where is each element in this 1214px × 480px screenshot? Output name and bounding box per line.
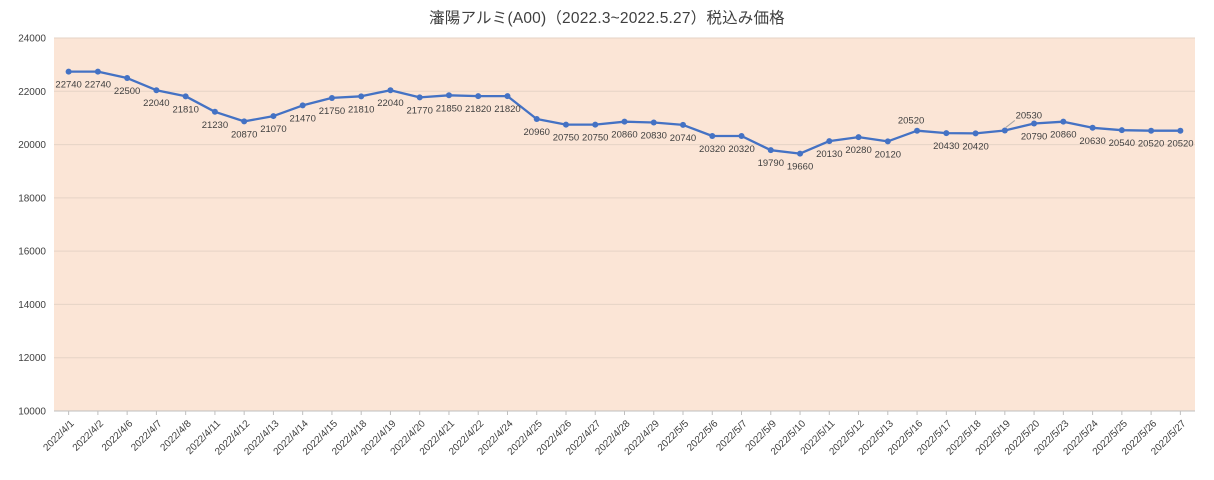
data-point-marker	[855, 134, 862, 141]
data-point-marker	[767, 147, 774, 154]
y-axis-tick-label: 16000	[18, 247, 46, 258]
data-point-marker	[182, 93, 189, 100]
data-label: 20430	[933, 141, 959, 152]
data-label-leader-line	[1005, 120, 1016, 128]
data-label: 20540	[1109, 138, 1135, 149]
data-label: 20530	[1016, 110, 1042, 121]
x-axis-tick-label: 2022/5/6	[685, 418, 721, 454]
data-label: 20830	[641, 130, 667, 141]
data-point-marker	[211, 108, 218, 115]
data-point-marker	[621, 118, 628, 125]
data-point-marker	[592, 121, 599, 128]
data-point-marker	[562, 121, 569, 128]
x-axis-tick-label: 2022/4/2	[71, 418, 107, 454]
data-label: 21810	[348, 104, 374, 115]
data-label: 20630	[1079, 136, 1105, 147]
data-label: 21820	[494, 104, 520, 115]
data-label: 21770	[406, 105, 432, 116]
data-point-marker	[533, 115, 540, 122]
data-label: 21750	[319, 106, 345, 117]
data-point-marker	[1089, 124, 1096, 131]
data-label: 20960	[524, 127, 550, 138]
data-point-marker	[241, 118, 248, 125]
y-axis-tick-label: 22000	[18, 87, 46, 98]
data-label: 22740	[85, 80, 111, 91]
data-point-marker	[416, 94, 423, 101]
data-label: 21230	[202, 120, 228, 131]
data-point-marker	[1148, 127, 1155, 134]
data-point-marker	[884, 138, 891, 145]
y-axis-tick-label: 18000	[18, 193, 46, 204]
data-point-marker	[650, 119, 657, 126]
data-label: 20520	[1138, 139, 1164, 150]
data-label: 20860	[1050, 130, 1076, 141]
data-point-marker	[1177, 127, 1184, 134]
data-point-marker	[797, 150, 804, 157]
x-axis-tick-label: 2022/4/7	[129, 418, 165, 454]
data-label: 22500	[114, 86, 140, 97]
data-label: 20320	[728, 144, 754, 155]
data-point-marker	[387, 87, 394, 94]
data-point-marker	[1031, 120, 1038, 127]
data-point-marker	[738, 133, 745, 140]
x-axis-tick-label: 2022/5/7	[714, 418, 750, 454]
data-label: 21470	[289, 113, 315, 124]
y-axis-tick-label: 20000	[18, 140, 46, 151]
plot-area-background	[54, 38, 1195, 411]
data-label: 20520	[898, 116, 924, 127]
data-point-marker	[124, 74, 131, 81]
data-point-marker	[65, 68, 72, 75]
data-point-marker	[445, 92, 452, 99]
data-point-marker	[972, 130, 979, 137]
data-point-marker	[358, 93, 365, 100]
data-point-marker	[94, 68, 101, 75]
data-label: 20320	[699, 144, 725, 155]
data-label: 20420	[962, 141, 988, 152]
data-label: 20130	[816, 149, 842, 160]
data-label: 20870	[231, 129, 257, 140]
data-label: 21810	[172, 104, 198, 115]
data-label: 20750	[582, 133, 608, 144]
data-point-marker	[680, 121, 687, 128]
data-label: 19790	[758, 158, 784, 169]
data-label: 20860	[611, 130, 637, 141]
data-label: 19660	[787, 162, 813, 173]
y-axis-tick-label: 12000	[18, 353, 46, 364]
data-point-marker	[914, 127, 921, 134]
data-point-marker	[153, 87, 160, 94]
data-label: 20790	[1021, 132, 1047, 143]
data-point-marker	[1001, 127, 1008, 134]
data-label: 22740	[55, 80, 81, 91]
x-axis-tick-label: 2022/4/1	[41, 418, 77, 454]
data-point-marker	[299, 102, 306, 109]
data-label: 21070	[260, 124, 286, 135]
x-axis-tick-label: 2022/4/6	[100, 418, 136, 454]
data-point-marker	[826, 138, 833, 145]
data-label: 21820	[465, 104, 491, 115]
data-point-marker	[270, 113, 277, 120]
data-label: 22040	[143, 98, 169, 109]
data-label: 20120	[875, 149, 901, 160]
data-point-marker	[1118, 127, 1125, 134]
data-point-marker	[475, 93, 482, 100]
data-point-marker	[709, 133, 716, 140]
chart-title: 瀋陽アルミ(A00)（2022.3~2022.5.27）税込み価格	[429, 10, 785, 27]
data-label: 22040	[377, 98, 403, 109]
y-axis-tick-label: 14000	[18, 300, 46, 311]
data-point-marker	[1060, 118, 1067, 125]
data-label: 20740	[670, 133, 696, 144]
y-axis-tick-label: 10000	[18, 407, 46, 418]
x-axis-tick-label: 2022/5/5	[656, 418, 692, 454]
data-point-marker	[504, 93, 511, 100]
data-point-marker	[328, 94, 335, 101]
data-label: 20750	[553, 133, 579, 144]
data-label: 20280	[845, 145, 871, 156]
data-label: 21850	[436, 103, 462, 114]
y-axis-tick-label: 24000	[18, 34, 46, 45]
data-point-marker	[943, 130, 950, 137]
data-label: 20520	[1167, 139, 1193, 150]
